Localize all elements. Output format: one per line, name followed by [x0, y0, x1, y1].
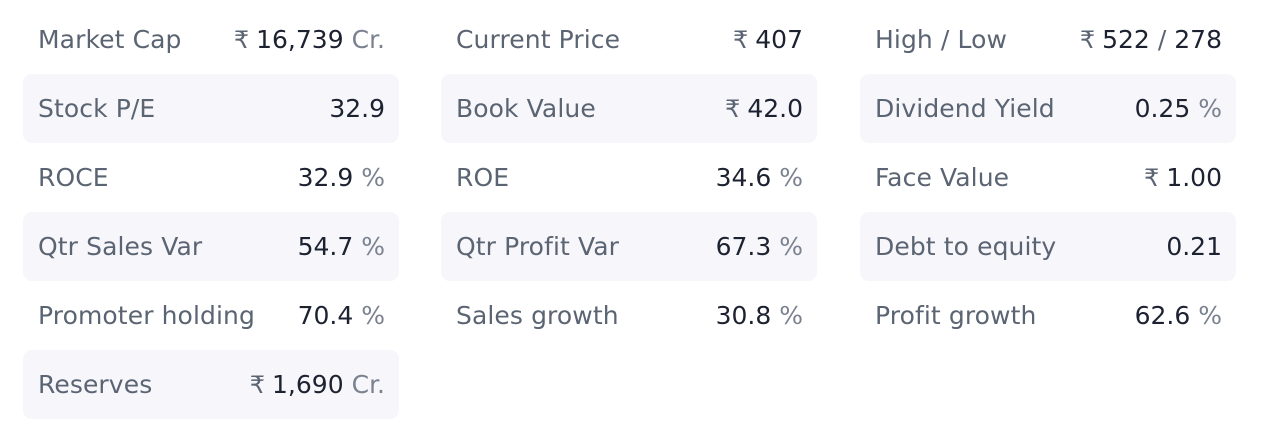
ratio-value: 70.4 %	[298, 301, 385, 330]
ratio-value: ₹ 1,690 Cr.	[250, 370, 385, 399]
ratios-column-3: High / Low ₹ 522 / 278 Dividend Yield 0.…	[860, 5, 1236, 350]
ratio-value: 30.8 %	[716, 301, 803, 330]
ratio-market-cap: Market Cap ₹ 16,739 Cr.	[23, 5, 399, 74]
ratio-value: ₹ 16,739 Cr.	[234, 25, 385, 54]
ratio-value: 32.9	[329, 94, 385, 123]
rupee-icon: ₹	[249, 371, 266, 399]
ratio-label: Qtr Sales Var	[38, 232, 203, 261]
rupee-icon: ₹	[733, 26, 749, 54]
ratio-label: Debt to equity	[875, 232, 1057, 261]
ratio-debt-to-equity: Debt to equity 0.21	[860, 212, 1236, 281]
ratio-label: Current Price	[456, 25, 621, 54]
ratio-number: 30.8	[715, 301, 772, 330]
ratio-value: ₹ 42.0	[725, 94, 803, 123]
ratio-number: 16,739	[256, 25, 344, 54]
ratios-column-2: Current Price ₹ 407 Book Value ₹ 42.0 RO…	[441, 5, 817, 350]
ratio-value: 0.21	[1166, 232, 1222, 261]
ratios-column-1: Market Cap ₹ 16,739 Cr. Stock P/E 32.9 R…	[23, 5, 399, 419]
ratio-unit: %	[361, 163, 385, 192]
ratio-unit: %	[779, 232, 803, 261]
ratio-number-low: 278	[1174, 25, 1222, 54]
ratio-label: ROE	[456, 163, 510, 192]
ratio-value: 67.3 %	[716, 232, 803, 261]
ratio-number-high: 522	[1102, 25, 1150, 54]
ratio-value: ₹ 407	[733, 25, 803, 54]
ratio-stock-pe: Stock P/E 32.9	[23, 74, 399, 143]
ratio-current-price: Current Price ₹ 407	[441, 5, 817, 74]
ratio-roe: ROE 34.6 %	[441, 143, 817, 212]
ratio-value: 54.7 %	[298, 232, 385, 261]
ratio-number: 32.9	[329, 94, 385, 123]
rupee-icon: ₹	[1079, 26, 1096, 54]
ratio-number: 1,690	[272, 370, 344, 399]
ratio-sales-growth: Sales growth 30.8 %	[441, 281, 817, 350]
ratio-number: 0.21	[1166, 232, 1222, 261]
ratio-qtr-sales-var: Qtr Sales Var 54.7 %	[23, 212, 399, 281]
ratio-number: 1.00	[1166, 163, 1222, 192]
ratio-number: 407	[755, 25, 803, 54]
ratio-number: 62.6	[1134, 301, 1191, 330]
ratio-book-value: Book Value ₹ 42.0	[441, 74, 817, 143]
ratio-value: 32.9 %	[298, 163, 385, 192]
ratio-unit: %	[361, 232, 385, 261]
ratio-label: Market Cap	[38, 25, 182, 54]
ratio-value: 34.6 %	[716, 163, 803, 192]
ratio-promoter-holding: Promoter holding 70.4 %	[23, 281, 399, 350]
ratio-reserves: Reserves ₹ 1,690 Cr.	[23, 350, 399, 419]
ratio-unit: %	[1198, 301, 1222, 330]
ratio-unit: %	[1198, 94, 1222, 123]
ratio-label: Profit growth	[875, 301, 1037, 330]
ratio-label: Face Value	[875, 163, 1010, 192]
ratio-value: 0.25 %	[1135, 94, 1222, 123]
ratio-label: Dividend Yield	[875, 94, 1055, 123]
ratio-label: High / Low	[875, 25, 1008, 54]
ratio-number: 42.0	[747, 94, 803, 123]
rupee-icon: ₹	[233, 26, 250, 54]
ratio-high-low: High / Low ₹ 522 / 278	[860, 5, 1236, 74]
ratio-face-value: Face Value ₹ 1.00	[860, 143, 1236, 212]
ratio-unit: %	[361, 301, 385, 330]
ratio-label: Promoter holding	[38, 301, 255, 330]
ratio-label: Sales growth	[456, 301, 619, 330]
ratio-number: 32.9	[297, 163, 354, 192]
ratio-number: 0.25	[1134, 94, 1191, 123]
ratio-value: ₹ 522 / 278	[1080, 25, 1222, 54]
ratio-value: ₹ 1.00	[1144, 163, 1222, 192]
ratio-number: 54.7	[297, 232, 354, 261]
ratio-label: ROCE	[38, 163, 109, 192]
ratio-label: Book Value	[456, 94, 596, 123]
ratio-qtr-profit-var: Qtr Profit Var 67.3 %	[441, 212, 817, 281]
rupee-icon: ₹	[1144, 164, 1160, 192]
ratio-label: Reserves	[38, 370, 153, 399]
ratio-unit: %	[779, 301, 803, 330]
ratio-roce: ROCE 32.9 %	[23, 143, 399, 212]
ratio-separator: /	[1157, 25, 1167, 54]
ratio-number: 70.4	[297, 301, 354, 330]
ratio-number: 67.3	[715, 232, 772, 261]
ratio-unit: Cr.	[351, 370, 385, 399]
ratio-value: 62.6 %	[1135, 301, 1222, 330]
ratio-unit: %	[779, 163, 803, 192]
ratio-profit-growth: Profit growth 62.6 %	[860, 281, 1236, 350]
ratio-number: 34.6	[715, 163, 772, 192]
rupee-icon: ₹	[725, 95, 741, 123]
ratio-label: Qtr Profit Var	[456, 232, 620, 261]
ratio-unit: Cr.	[351, 25, 385, 54]
ratio-dividend-yield: Dividend Yield 0.25 %	[860, 74, 1236, 143]
ratio-label: Stock P/E	[38, 94, 156, 123]
